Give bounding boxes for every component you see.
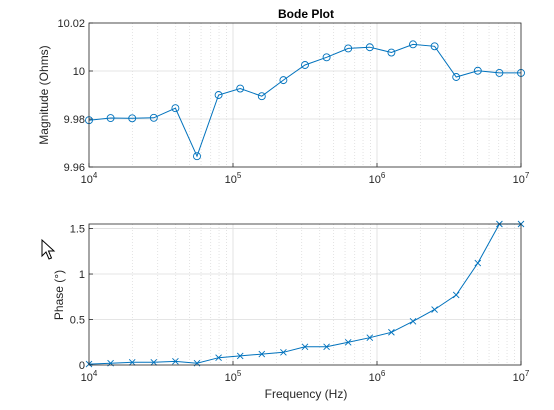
series-line <box>88 43 521 158</box>
data-point[interactable] <box>149 113 158 122</box>
phase-xlabel: Frequency (Hz) <box>265 387 348 401</box>
arrow-cursor-icon <box>41 238 56 260</box>
data-point[interactable] <box>236 84 245 93</box>
plot-area[interactable] <box>89 224 521 365</box>
x-tick-label: 105 <box>225 171 242 186</box>
data-point[interactable] <box>171 104 180 113</box>
data-point[interactable] <box>236 352 244 360</box>
data-point[interactable] <box>474 259 482 267</box>
data-point[interactable] <box>344 338 352 346</box>
data-point[interactable] <box>323 343 330 351</box>
x-tick-label: 106 <box>369 369 386 384</box>
data-point[interactable] <box>128 358 136 366</box>
magnitude-axes[interactable]: Bode Plot Magnitude (Ohms) 104 105 106 107 9… <box>37 7 530 186</box>
phase-axes[interactable]: Phase (°) Frequency (Hz) 104 105 106 107 0 0.… <box>52 220 530 401</box>
y-tick-label: 1 <box>79 269 85 281</box>
data-point[interactable] <box>193 152 201 161</box>
data-point[interactable] <box>365 43 374 52</box>
data-point[interactable] <box>258 350 266 358</box>
axes-frame <box>88 22 522 168</box>
data-point[interactable] <box>257 92 266 101</box>
data-point[interactable] <box>215 354 222 362</box>
y-tick-label: 1.5 <box>70 224 85 236</box>
data-point[interactable] <box>366 334 374 342</box>
x-tick-label: 107 <box>513 171 530 186</box>
data-point[interactable] <box>387 48 396 57</box>
x-tick-label: 106 <box>369 171 386 186</box>
plot-area[interactable] <box>89 23 521 167</box>
data-point[interactable] <box>409 318 417 325</box>
data-point[interactable] <box>301 343 309 351</box>
data-point[interactable] <box>409 40 417 49</box>
data-point[interactable] <box>172 358 179 365</box>
y-tick-label: 0 <box>79 360 85 372</box>
x-tick-label: 104 <box>81 171 98 186</box>
data-point[interactable] <box>301 61 309 69</box>
data-point[interactable] <box>279 76 288 85</box>
magnitude-ylabel: Magnitude (Ohms) <box>37 45 51 144</box>
data-point[interactable] <box>452 291 460 299</box>
data-point[interactable] <box>388 328 395 336</box>
data-point[interactable] <box>322 53 331 62</box>
data-point[interactable] <box>214 91 223 99</box>
y-tick-label: 10 <box>73 66 85 78</box>
data-point[interactable] <box>280 348 287 356</box>
y-tick-label: 0.5 <box>70 315 85 327</box>
x-tick-label: 105 <box>225 369 242 384</box>
chart-title: Bode Plot <box>278 7 334 21</box>
y-tick-label: 10.02 <box>57 18 85 30</box>
data-point[interactable] <box>128 114 137 123</box>
data-point[interactable] <box>150 358 158 366</box>
data-point[interactable] <box>106 114 115 122</box>
data-point[interactable] <box>344 44 353 53</box>
data-point[interactable] <box>430 42 439 51</box>
data-point[interactable] <box>452 73 461 81</box>
data-point[interactable] <box>495 68 504 77</box>
phase-ylabel: Phase (°) <box>52 270 66 320</box>
x-tick-label: 107 <box>513 369 530 384</box>
y-tick-label: 9.98 <box>64 114 85 126</box>
x-tick-label: 104 <box>81 369 98 384</box>
axes-frame <box>88 223 522 366</box>
y-tick-label: 9.96 <box>64 162 85 174</box>
data-point[interactable] <box>473 66 482 75</box>
data-point[interactable] <box>431 306 438 313</box>
